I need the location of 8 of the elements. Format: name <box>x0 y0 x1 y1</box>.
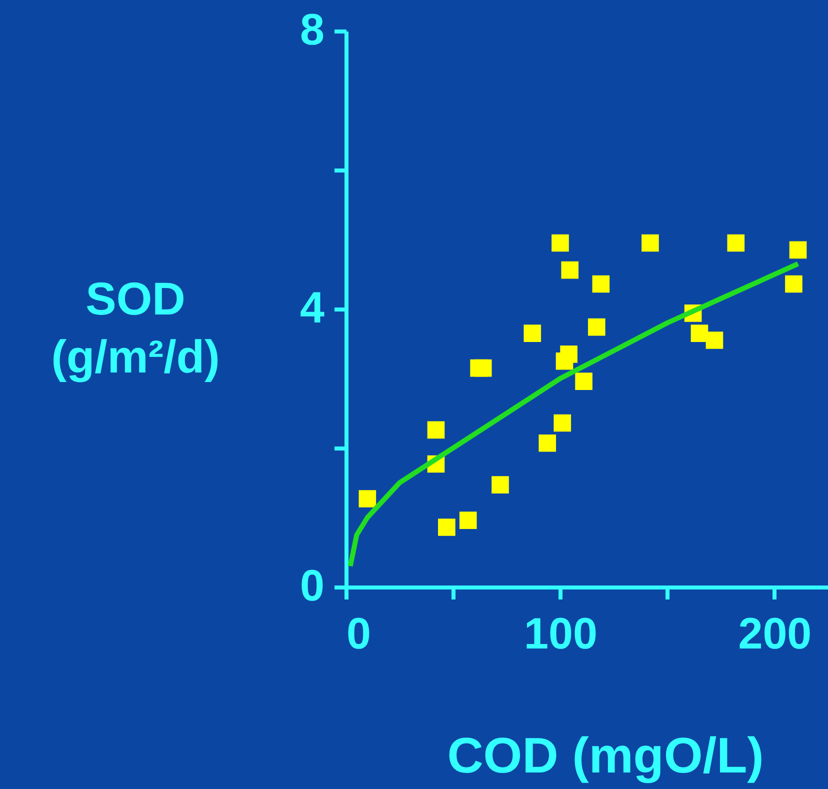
x-tick-label: 100 <box>524 610 598 658</box>
x-tick-label: 200 <box>738 610 812 658</box>
x-axis-title: COD (mgO/L) <box>447 728 764 784</box>
y-axis-title: SOD (g/m²/d) <box>51 272 220 382</box>
x-tick-label: 0 <box>346 610 371 658</box>
y-tick-label: 8 <box>300 6 324 54</box>
y-tick-label: 0 <box>300 562 324 610</box>
y-tick-label: 4 <box>300 284 326 332</box>
